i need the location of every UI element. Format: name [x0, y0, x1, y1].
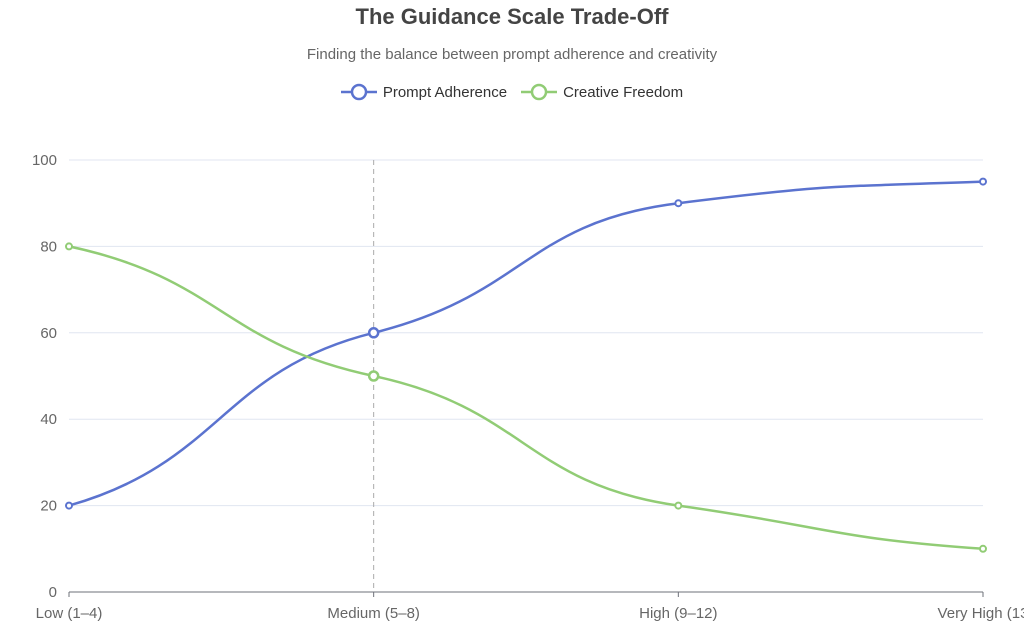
y-tick-label-0: 0	[49, 584, 57, 601]
y-tick-label-4: 80	[40, 238, 57, 255]
data-point-creative-freedom-0	[65, 242, 73, 251]
chart-legend: Prompt Adherence Creative Freedom	[0, 82, 1024, 102]
data-point-prompt-adherence-3	[979, 177, 987, 186]
x-tick-label-2: High (9–12)	[639, 605, 717, 622]
data-point-creative-freedom-1	[367, 370, 380, 382]
y-tick-label-5: 100	[32, 152, 57, 169]
data-point-creative-freedom-2	[674, 501, 683, 510]
data-point-creative-freedom-3	[979, 544, 987, 553]
series-line-creative-freedom	[68, 245, 984, 551]
legend-item-prompt-adherence[interactable]: Prompt Adherence	[340, 82, 508, 102]
x-tick-label-1: Medium (5–8)	[327, 605, 420, 622]
legend-swatch-prompt-adherence	[340, 83, 377, 101]
chart-title: The Guidance Scale Trade-Off	[355, 4, 669, 29]
y-tick-label-2: 40	[40, 411, 57, 428]
data-point-prompt-adherence-2	[674, 199, 683, 208]
data-point-prompt-adherence-0	[65, 501, 73, 510]
data-point-prompt-adherence-1	[367, 327, 380, 339]
y-tick-label-3: 60	[40, 325, 57, 342]
x-tick-label-0: Low (1–4)	[36, 605, 103, 622]
legend-label-creative-freedom: Creative Freedom	[563, 83, 684, 101]
legend-item-creative-freedom[interactable]: Creative Freedom	[521, 82, 683, 102]
x-tick-label-3: Very High (13	[938, 605, 1024, 622]
legend-label-prompt-adherence: Prompt Adherence	[382, 83, 508, 101]
series-line-prompt-adherence	[68, 180, 984, 507]
chart-subtitle: Finding the balance between prompt adher…	[306, 46, 718, 63]
legend-swatch-creative-freedom	[521, 83, 558, 101]
y-tick-label-1: 20	[40, 498, 57, 515]
